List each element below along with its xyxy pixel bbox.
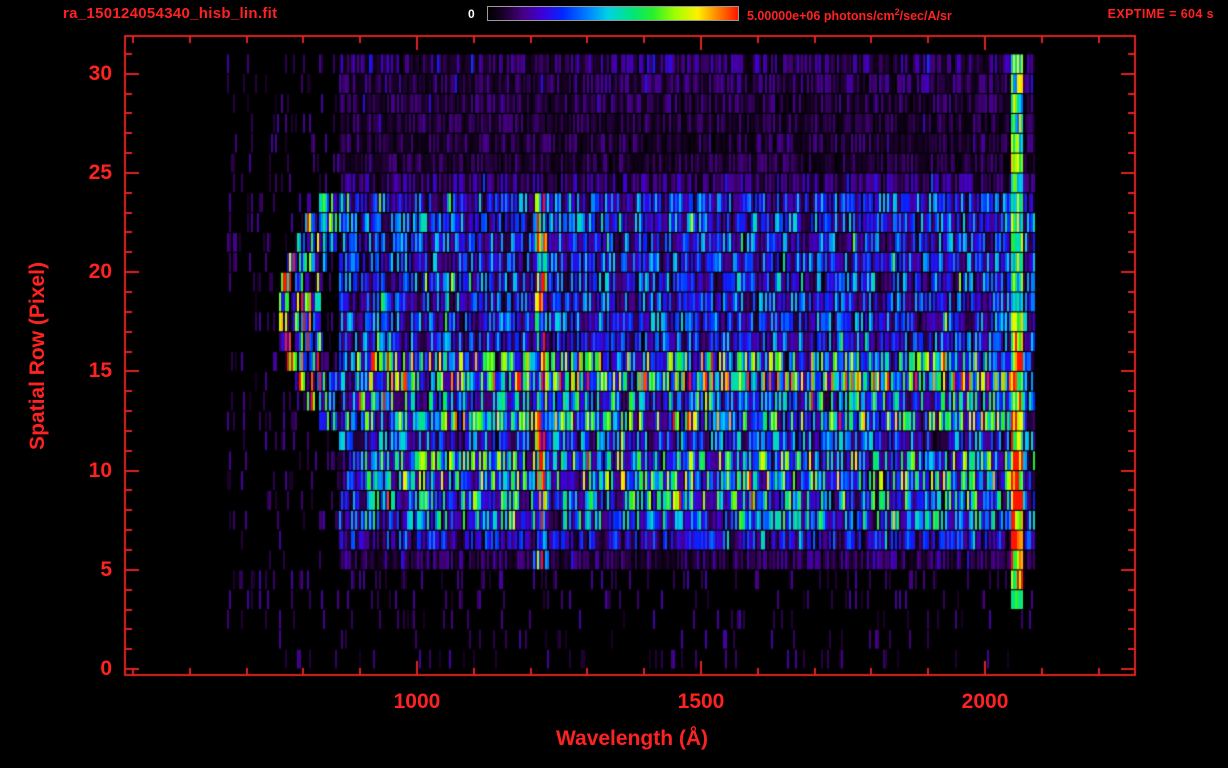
x-axis-label: Wavelength (Å): [555, 727, 709, 750]
colorbar: [487, 6, 739, 21]
y-tick-label: 25: [88, 160, 112, 184]
y-axis-label: Spatial Row (Pixel): [26, 262, 49, 450]
y-tick-label: 10: [88, 458, 112, 482]
y-tick-label: 5: [100, 557, 112, 581]
colorbar-units-prefix: photons/cm: [820, 9, 895, 24]
x-tick-label: 2000: [961, 690, 1009, 713]
colorbar-units-suffix: /sec/A/sr: [899, 9, 952, 24]
y-tick-label: 15: [88, 359, 112, 383]
y-tick-label: 0: [100, 657, 112, 681]
colorbar-units-sup: 2: [894, 7, 900, 17]
colorbar-max-value: 5.00000e+06: [747, 9, 821, 24]
y-tick-label: 30: [88, 61, 112, 85]
colorbar-min-label: 0: [468, 7, 475, 21]
y-tick-label: 20: [88, 260, 112, 284]
exptime-label: EXPTIME = 604 s: [1107, 7, 1214, 21]
colorbar-max-label: 5.00000e+06 photons/cm2/sec/A/sr: [747, 7, 952, 23]
x-tick-label: 1000: [393, 690, 441, 713]
filename-title: ra_150124054340_hisb_lin.fit: [63, 5, 278, 22]
x-tick-label: 1500: [677, 690, 725, 713]
